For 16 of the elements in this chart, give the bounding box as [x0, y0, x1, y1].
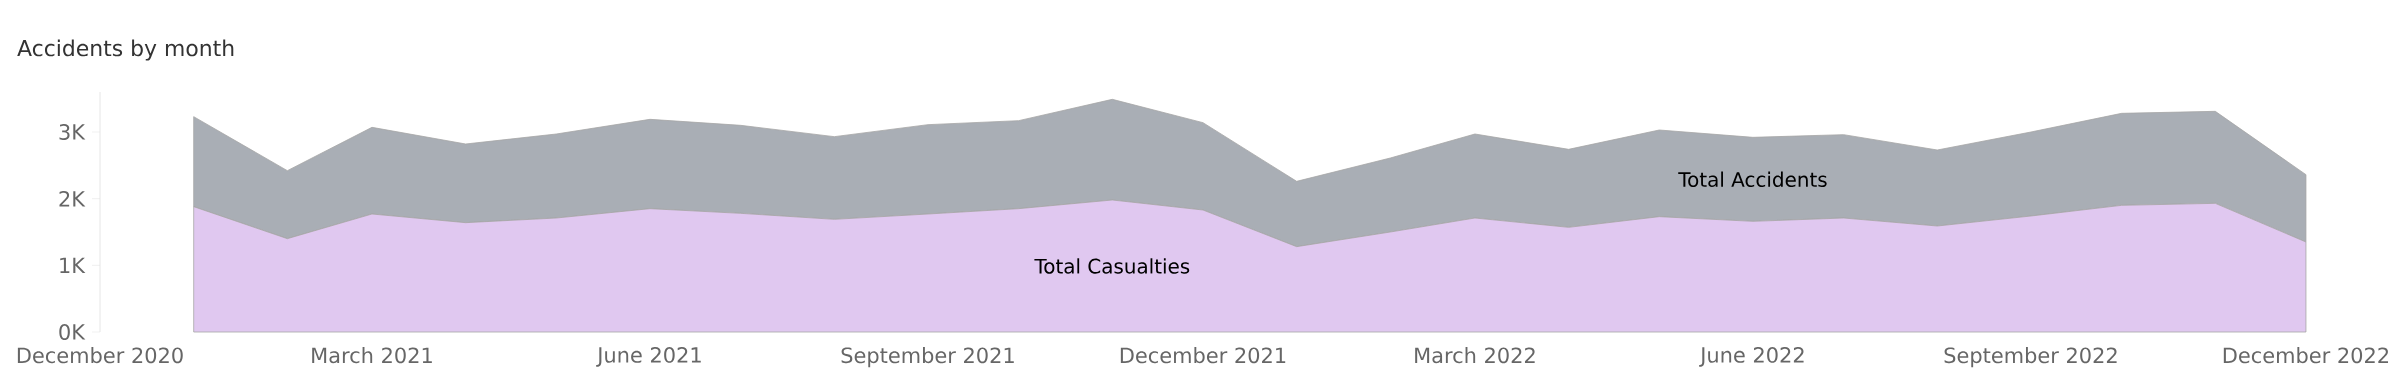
chart-title: Accidents by month: [17, 39, 234, 61]
x-tick-label: March 2022: [1415, 347, 1535, 364]
x-tick-label: December 2022: [2223, 347, 2389, 364]
y-tick-label: 0K: [59, 324, 86, 340]
x-tick-label: March 2021: [312, 347, 432, 364]
x-tick-label: June 2022: [1699, 347, 1804, 367]
x-tick-label: December 2021: [1120, 347, 1286, 364]
series-label: Total Accidents: [1678, 171, 1827, 188]
y-tick-label: 1K: [60, 257, 86, 273]
y-tick-label: 2K: [59, 190, 86, 207]
y-tick-label: 3K: [59, 124, 86, 140]
x-tick-label: December 2020: [17, 347, 183, 364]
x-tick-label: June 2021: [596, 347, 701, 367]
x-tick-label: September 2022: [1944, 347, 2117, 368]
x-tick-label: September 2021: [841, 347, 1014, 368]
series-label: Total Casualties: [1034, 258, 1190, 274]
